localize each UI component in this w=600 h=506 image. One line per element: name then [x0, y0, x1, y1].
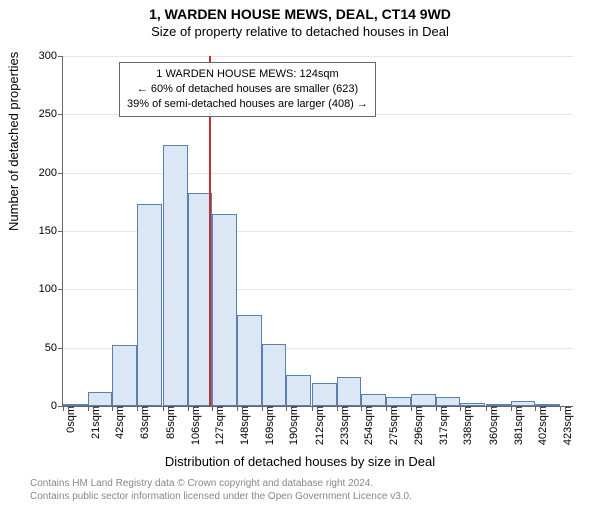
ytick-label: 250 [39, 108, 63, 120]
gridline [63, 173, 573, 174]
ytick-label: 300 [39, 50, 63, 62]
histogram-bar [137, 204, 162, 406]
xtick-label: 317sqm [436, 406, 450, 445]
xtick-label: 254sqm [361, 406, 375, 445]
footer-line1: Contains HM Land Registry data © Crown c… [30, 478, 590, 491]
y-axis-label-text: Number of detached properties [6, 52, 21, 231]
chart-container: 1, WARDEN HOUSE MEWS, DEAL, CT14 9WD Siz… [0, 6, 600, 506]
xtick-label: 423sqm [560, 406, 574, 445]
xtick-label: 85sqm [163, 406, 177, 439]
y-axis-label: Number of detached properties [6, 52, 21, 231]
xtick-label: 169sqm [262, 406, 276, 445]
histogram-bar [436, 397, 461, 406]
annotation-line3: 39% of semi-detached houses are larger (… [127, 97, 368, 112]
xtick-label: 233sqm [337, 406, 351, 445]
xtick-label: 296sqm [411, 406, 425, 445]
annotation-box: 1 WARDEN HOUSE MEWS: 124sqm ← 60% of det… [119, 62, 376, 117]
xtick-label: 106sqm [188, 406, 202, 445]
xtick-label: 42sqm [112, 406, 126, 439]
footer-attribution: Contains HM Land Registry data © Crown c… [30, 478, 590, 503]
histogram-bar [386, 397, 411, 406]
gridline [63, 56, 573, 57]
xtick-label: 360sqm [486, 406, 500, 445]
xtick-label: 127sqm [212, 406, 226, 445]
histogram-bar [411, 394, 436, 406]
xtick-label: 275sqm [386, 406, 400, 445]
page-title: 1, WARDEN HOUSE MEWS, DEAL, CT14 9WD [0, 6, 600, 22]
ytick-label: 100 [39, 283, 63, 295]
xtick-label: 21sqm [88, 406, 102, 439]
footer-line2: Contains public sector information licen… [30, 491, 590, 504]
histogram-plot: 0501001502002503000sqm21sqm42sqm63sqm85s… [62, 56, 573, 407]
histogram-bar [312, 383, 337, 406]
xtick-label: 63sqm [137, 406, 151, 439]
histogram-bar [361, 394, 386, 406]
histogram-bar [212, 214, 237, 407]
xtick-label: 212sqm [312, 406, 326, 445]
ytick-label: 0 [51, 400, 63, 412]
histogram-bar [286, 375, 311, 407]
histogram-bar [262, 344, 287, 406]
annotation-line1: 1 WARDEN HOUSE MEWS: 124sqm [127, 67, 368, 82]
histogram-bar [163, 145, 188, 406]
xtick-label: 338sqm [460, 406, 474, 445]
histogram-bar [112, 345, 137, 406]
histogram-bar [237, 315, 262, 406]
xtick-label: 0sqm [63, 406, 77, 433]
annotation-line2: ← 60% of detached houses are smaller (62… [127, 82, 368, 97]
xtick-label: 402sqm [535, 406, 549, 445]
ytick-label: 200 [39, 167, 63, 179]
xtick-label: 381sqm [511, 406, 525, 445]
page-subtitle: Size of property relative to detached ho… [0, 24, 600, 39]
ytick-label: 150 [39, 225, 63, 237]
histogram-bar [337, 377, 362, 406]
ytick-label: 50 [45, 342, 63, 354]
histogram-bar [88, 392, 113, 406]
xtick-label: 190sqm [286, 406, 300, 445]
xtick-label: 148sqm [237, 406, 251, 445]
x-axis-label: Distribution of detached houses by size … [0, 454, 600, 469]
